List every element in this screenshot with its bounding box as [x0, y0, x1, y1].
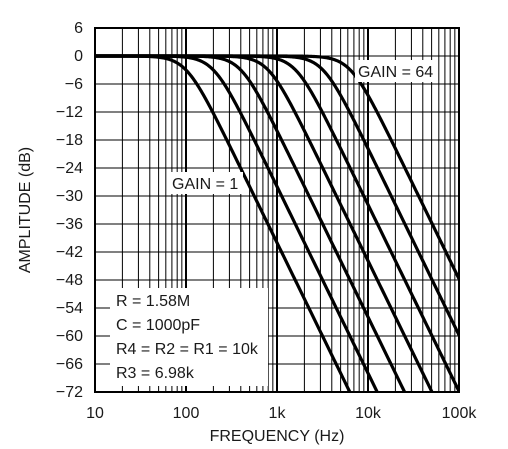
y-tick-label: −36 [56, 216, 83, 233]
y-tick-label: −60 [56, 328, 83, 345]
x-tick-label: 1k [269, 405, 287, 422]
x-tick-label: 10k [355, 405, 382, 422]
y-tick-label: −6 [65, 76, 83, 93]
y-tick-labels: 6 0 −6 −12 −18 −24 −30 −36 −42 −48 −54 −60 −66 −72 [56, 20, 83, 401]
response-curve-7 [95, 54, 459, 280]
component-legend-box: R = 1.58M C = 1000pF R4 = R2 = R1 = 10k … [110, 288, 268, 386]
x-tick-label: 10 [86, 405, 104, 422]
x-tick-label: 100 [173, 405, 200, 422]
y-tick-label: −72 [56, 384, 83, 401]
y-tick-label: −30 [56, 188, 83, 205]
x-axis-label: FREQUENCY (Hz) [210, 428, 345, 445]
y-tick-label: −24 [56, 160, 83, 177]
y-tick-label: −54 [56, 300, 83, 317]
y-tick-label: −12 [56, 104, 83, 121]
x-tick-labels: 10 100 1k 10k 100k [86, 405, 477, 422]
legend-line-r: R = 1.58M [116, 293, 190, 310]
legend-line-r3: R3 = 6.98k [116, 365, 195, 382]
gain-1-label: GAIN = 1 [172, 176, 238, 193]
y-tick-label: 0 [74, 48, 83, 65]
legend-line-c: C = 1000pF [116, 317, 200, 334]
plot-frame [94, 27, 460, 393]
legend-line-r4-r2-r1: R4 = R2 = R1 = 10k [116, 341, 259, 358]
gain-64-label: GAIN = 64 [358, 64, 433, 81]
y-tick-label: 6 [74, 20, 83, 37]
y-axis-label: AMPLITUDE (dB) [17, 147, 34, 273]
x-tick-label: 100k [442, 405, 478, 422]
y-tick-label: −18 [56, 132, 83, 149]
y-tick-label: −42 [56, 244, 83, 261]
y-tick-label: −66 [56, 356, 83, 373]
curves [95, 54, 459, 392]
y-tick-label: −48 [56, 272, 83, 289]
gain-1-annotation: GAIN = 1 [169, 172, 243, 194]
gain-64-annotation: GAIN = 64 [355, 60, 438, 82]
